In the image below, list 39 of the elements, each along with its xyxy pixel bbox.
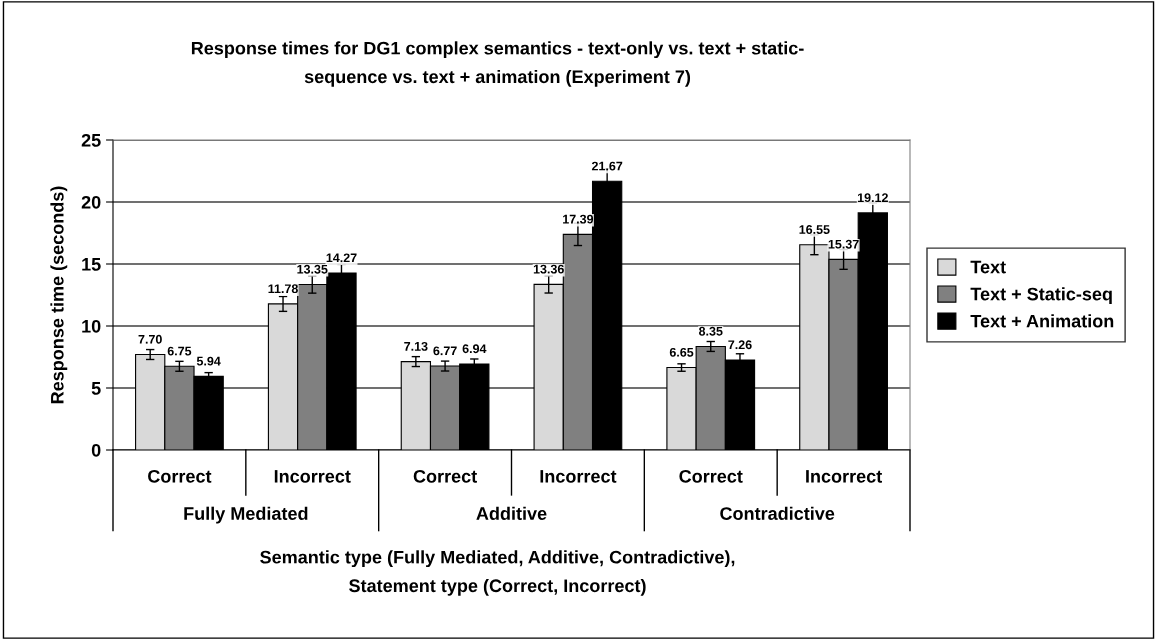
legend-label: Text + Static-seq xyxy=(970,287,1112,305)
data-label: 16.55 xyxy=(799,225,830,234)
y-tick-label: 5 xyxy=(91,382,101,395)
data-label: 7.13 xyxy=(404,341,428,351)
x-tick-label: Incorrect xyxy=(274,470,351,483)
y-tick-label: 25 xyxy=(81,133,101,147)
data-label: 14.27 xyxy=(326,253,357,263)
y-axis-title: Response time (seconds) xyxy=(50,186,68,404)
legend-label: Text + Animation xyxy=(970,314,1114,328)
x-tick-label: Incorrect xyxy=(806,470,882,483)
text: Additive xyxy=(476,506,547,520)
legend-label: Text xyxy=(970,260,1006,274)
text: Fully Mediated xyxy=(184,506,308,524)
data-label: 19.12 xyxy=(857,193,888,203)
data-label: 6.94 xyxy=(462,344,487,354)
y-tick-label: 0 xyxy=(91,443,101,457)
data-label: 11.78 xyxy=(268,284,298,294)
chart-title: Response times for DG1 complex semantics - text-only vs. text + static- sequence vs. text + animation (Experiment 7) xyxy=(191,41,804,87)
data-label: 6.65 xyxy=(669,347,694,357)
data-label: 7.26 xyxy=(728,340,752,350)
x-tick-label: Correct xyxy=(413,469,477,483)
text: Contradictive xyxy=(720,506,835,520)
data-label: 13.35 xyxy=(297,264,328,274)
data-label: 13.36 xyxy=(533,264,564,274)
data-label: 8.35 xyxy=(698,326,723,336)
data-label: 5.94 xyxy=(196,356,221,366)
data-label: 21.67 xyxy=(591,161,623,171)
data-label: 17.39 xyxy=(563,214,594,224)
y-tick-label: 10 xyxy=(82,319,101,333)
data-label: 6.77 xyxy=(433,346,457,356)
data-label: 15.37 xyxy=(828,239,859,249)
data-label: 7.70 xyxy=(138,334,162,344)
y-tick-label: 20 xyxy=(81,195,101,209)
x-tick-label: Incorrect xyxy=(540,470,617,483)
y-tick-label: 15 xyxy=(82,258,101,271)
x-tick-label: Correct xyxy=(679,469,743,483)
x-axis-title: Semantic type (Fully Mediated, Additive, Contradictive), Statement type (Correct, Incorrect) xyxy=(260,550,735,596)
x-tick-label: Correct xyxy=(148,469,212,483)
data-label: 6.75 xyxy=(167,346,192,356)
